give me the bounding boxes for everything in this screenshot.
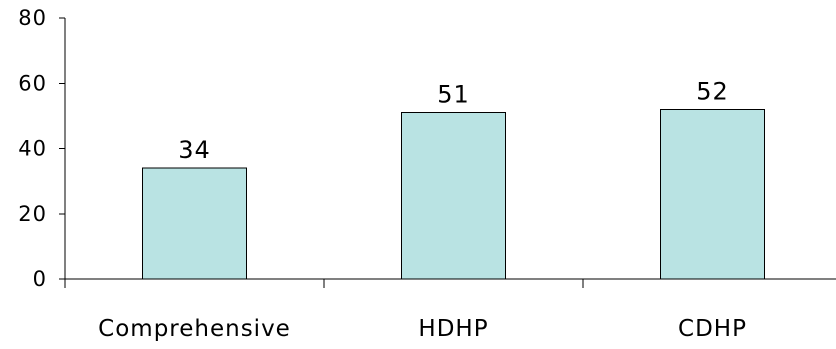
category-label: HDHP — [418, 316, 488, 342]
category-label: Comprehensive — [98, 316, 291, 342]
data-label: 52 — [696, 77, 729, 105]
y-axis: 0 20 40 60 80 — [18, 6, 66, 291]
x-axis: Comprehensive HDHP CDHP — [64, 278, 836, 342]
data-label: 51 — [437, 81, 470, 109]
y-tick-label: 80 — [18, 6, 47, 30]
data-label: 34 — [178, 136, 211, 164]
category-label: CDHP — [678, 316, 747, 342]
bar-cdhp — [660, 108, 765, 280]
y-tick-label: 60 — [18, 71, 47, 95]
bars: 34 51 52 — [142, 77, 765, 280]
bar-hdhp — [401, 112, 506, 280]
y-tick-label: 40 — [18, 137, 47, 161]
y-tick-label: 20 — [18, 202, 47, 226]
bar-comprehensive — [142, 167, 247, 280]
y-tick-label: 0 — [33, 267, 47, 291]
